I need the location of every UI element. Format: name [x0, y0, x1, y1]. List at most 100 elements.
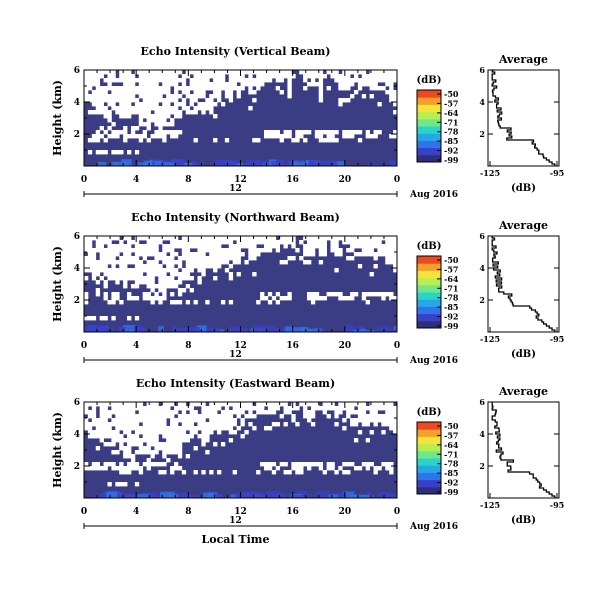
no-data-cell — [185, 414, 191, 419]
no-data-cell — [353, 244, 359, 249]
no-data-cell — [334, 244, 339, 249]
no-data-cell — [181, 438, 187, 443]
no-data-cell — [166, 438, 171, 443]
no-data-cell — [377, 402, 382, 407]
no-data-cell — [138, 114, 144, 119]
no-data-cell — [99, 402, 104, 407]
no-data-cell — [314, 236, 320, 241]
no-data-cell — [150, 442, 155, 447]
no-data-cell — [177, 292, 183, 297]
no-data-cell — [271, 410, 277, 415]
no-data-cell — [87, 82, 93, 87]
no-data-cell — [84, 90, 89, 95]
no-data-cell — [99, 406, 104, 411]
no-data-cell — [138, 406, 144, 411]
no-data-cell — [166, 78, 171, 83]
no-data-cell — [142, 422, 147, 427]
echo-cell — [236, 162, 253, 166]
no-data-cell — [170, 118, 175, 123]
x-tick-label: 4 — [133, 341, 139, 351]
no-data-cell — [193, 78, 198, 83]
no-data-cell — [314, 462, 320, 467]
no-data-cell — [166, 110, 171, 115]
no-data-cell — [107, 82, 112, 87]
no-data-cell — [365, 82, 371, 87]
no-data-cell — [334, 130, 339, 135]
no-data-cell — [134, 98, 140, 103]
no-data-cell — [95, 248, 101, 253]
x-tick-label: 8 — [185, 175, 191, 185]
echo-cell — [97, 162, 107, 166]
no-data-cell — [95, 264, 101, 269]
no-data-cell — [385, 240, 390, 245]
no-data-cell — [310, 406, 316, 411]
echo-cell — [213, 493, 224, 498]
no-data-cell — [158, 114, 163, 119]
no-data-cell — [150, 252, 155, 257]
no-data-cell — [205, 410, 210, 415]
no-data-cell — [267, 130, 273, 135]
no-data-cell — [373, 70, 378, 75]
no-data-cell — [318, 252, 324, 257]
no-data-cell — [193, 236, 198, 241]
x-tick-label: 20 — [339, 175, 352, 185]
no-data-cell — [130, 268, 136, 273]
no-data-cell — [263, 130, 269, 135]
no-data-cell — [373, 134, 378, 139]
no-data-cell — [201, 414, 206, 419]
no-data-cell — [287, 236, 292, 241]
no-data-cell — [170, 122, 175, 127]
no-data-cell — [209, 86, 214, 91]
no-data-cell — [220, 300, 226, 305]
no-data-cell — [158, 252, 163, 257]
no-data-cell — [123, 426, 128, 431]
no-data-cell — [123, 272, 128, 277]
no-data-cell — [142, 90, 147, 95]
no-data-cell — [322, 74, 327, 79]
no-data-cell — [87, 414, 93, 419]
no-data-cell — [260, 70, 265, 75]
panel-1: Echo Intensity (Vertical Beam)Height (km… — [51, 45, 564, 200]
no-data-cell — [385, 410, 390, 415]
no-data-cell — [158, 98, 163, 103]
colorbar-swatch — [417, 313, 441, 322]
no-data-cell — [314, 74, 320, 79]
no-data-cell — [228, 414, 234, 419]
no-data-cell — [283, 406, 288, 411]
no-data-cell — [303, 406, 308, 411]
no-data-cell — [95, 94, 101, 99]
no-data-cell — [236, 74, 241, 79]
no-data-cell — [95, 106, 101, 111]
heatmap — [84, 402, 398, 498]
no-data-cell — [389, 418, 394, 423]
no-data-cell — [322, 410, 327, 415]
no-data-cell — [127, 414, 132, 419]
no-data-cell — [111, 90, 116, 95]
no-data-cell — [185, 86, 191, 91]
no-data-cell — [263, 134, 269, 139]
no-data-cell — [115, 248, 120, 253]
no-data-cell — [177, 300, 183, 305]
x-tick-label: 12 — [234, 507, 247, 517]
no-data-cell — [310, 402, 316, 407]
no-data-cell — [209, 256, 214, 261]
echo-cell — [183, 492, 189, 498]
no-data-cell — [166, 280, 171, 285]
colorbar-swatch — [417, 472, 441, 481]
no-data-cell — [99, 264, 104, 269]
no-data-cell — [95, 288, 101, 293]
no-data-cell — [263, 78, 269, 83]
no-data-cell — [84, 292, 89, 297]
no-data-cell — [173, 86, 179, 91]
no-data-cell — [263, 426, 269, 431]
no-data-cell — [389, 260, 394, 265]
no-data-cell — [205, 422, 210, 427]
no-data-cell — [162, 86, 167, 91]
no-data-cell — [248, 402, 253, 407]
no-data-cell — [115, 110, 120, 115]
no-data-cell — [287, 292, 292, 297]
no-data-cell — [173, 462, 179, 467]
no-data-cell — [154, 114, 159, 119]
no-data-cell — [201, 422, 206, 427]
no-data-cell — [365, 406, 371, 411]
